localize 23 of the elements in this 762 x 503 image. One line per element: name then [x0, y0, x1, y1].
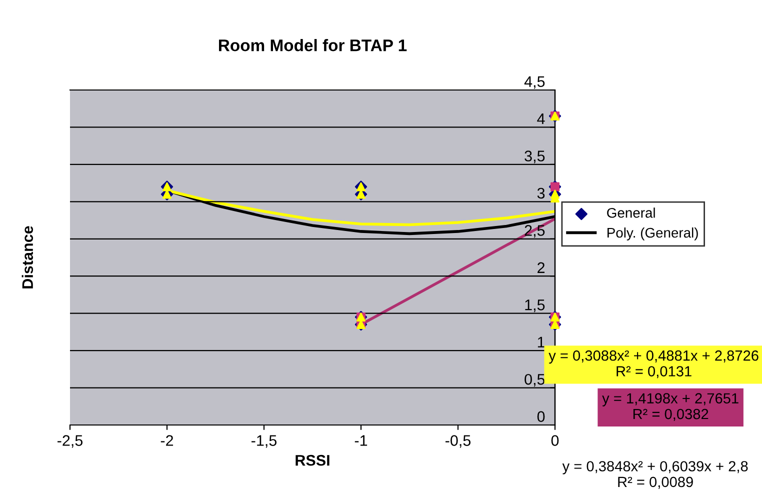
- x-tick-label: 0: [551, 435, 559, 446]
- y-tick-label: 2: [538, 262, 545, 273]
- y-tick-label: 0,5: [524, 374, 545, 387]
- y-tick-label: 3: [537, 188, 545, 199]
- x-tick-label: -1: [354, 435, 368, 446]
- x-tick-label: -2,5: [58, 435, 83, 448]
- text: y = 1,4198x + 2,7651 R² = 0,0382: [602, 393, 738, 421]
- y-tick-label: 0: [537, 411, 545, 422]
- y-axis-title: Distance: [22, 226, 34, 288]
- legend-label: Poly. (General): [608, 227, 698, 240]
- y-tick-label: 3,5: [524, 150, 545, 164]
- y-tick-label: 1: [538, 336, 545, 348]
- x-axis-title: RSSI: [296, 454, 330, 466]
- x-tick-label: -1,5: [252, 435, 277, 448]
- legend-label: General: [607, 208, 655, 218]
- x-tick-label: -0,5: [446, 435, 471, 448]
- y-tick-label: 4: [537, 114, 545, 124]
- x-tick-label: -2: [160, 435, 174, 446]
- y-tick-label: 1,5: [525, 300, 545, 312]
- text: y = 0,3848x² + 0,6039x + 2,8 R² = 0,0089: [562, 461, 748, 489]
- chart-title: Room Model for BTAP 1: [219, 39, 407, 52]
- y-tick-label: 4,5: [524, 76, 545, 89]
- annotation: y = 0,3088x² + 0,4881x + 2,8726 R² = 0,0131: [548, 350, 758, 378]
